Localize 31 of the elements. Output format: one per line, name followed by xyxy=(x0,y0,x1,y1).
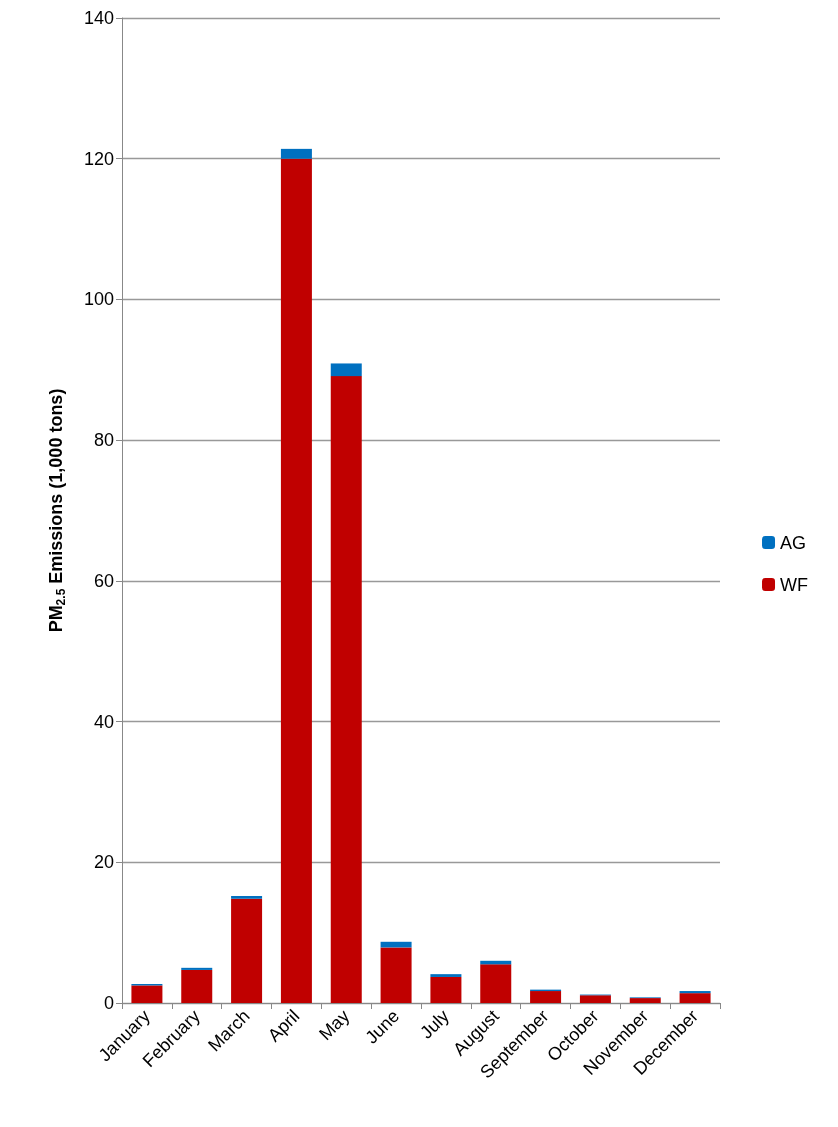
bar xyxy=(231,896,263,899)
bar xyxy=(380,947,412,1003)
legend-label: WF xyxy=(780,574,808,595)
bar xyxy=(480,964,512,1003)
y-tick-label: 60 xyxy=(93,570,114,591)
bar xyxy=(579,995,611,1003)
bar xyxy=(231,898,263,1003)
bar xyxy=(530,991,562,1003)
y-tick-label: 80 xyxy=(93,430,114,451)
bar xyxy=(280,148,312,159)
y-tick-label: 100 xyxy=(83,289,114,310)
x-tick-label: July xyxy=(416,1005,453,1043)
y-tick-label: 0 xyxy=(103,993,114,1013)
y-tick-label: 20 xyxy=(93,852,114,873)
y-axis-title: PM2.5 Emissions (1,000 tons) xyxy=(46,388,68,633)
bar xyxy=(679,993,711,1003)
bar xyxy=(181,967,213,970)
bar xyxy=(280,158,312,1003)
y-tick-label: 40 xyxy=(93,711,114,732)
bar xyxy=(330,363,362,377)
bar xyxy=(430,974,462,977)
bar xyxy=(330,376,362,1003)
y-tick-label: 140 xyxy=(83,8,114,28)
y-tick-label: 120 xyxy=(83,148,114,169)
legend-label: AG xyxy=(780,532,807,553)
bar xyxy=(430,976,462,1003)
bar xyxy=(629,998,661,1003)
bar xyxy=(679,991,711,994)
x-tick-label: May xyxy=(315,1005,354,1045)
bar xyxy=(131,985,163,1003)
bar xyxy=(181,969,213,1003)
